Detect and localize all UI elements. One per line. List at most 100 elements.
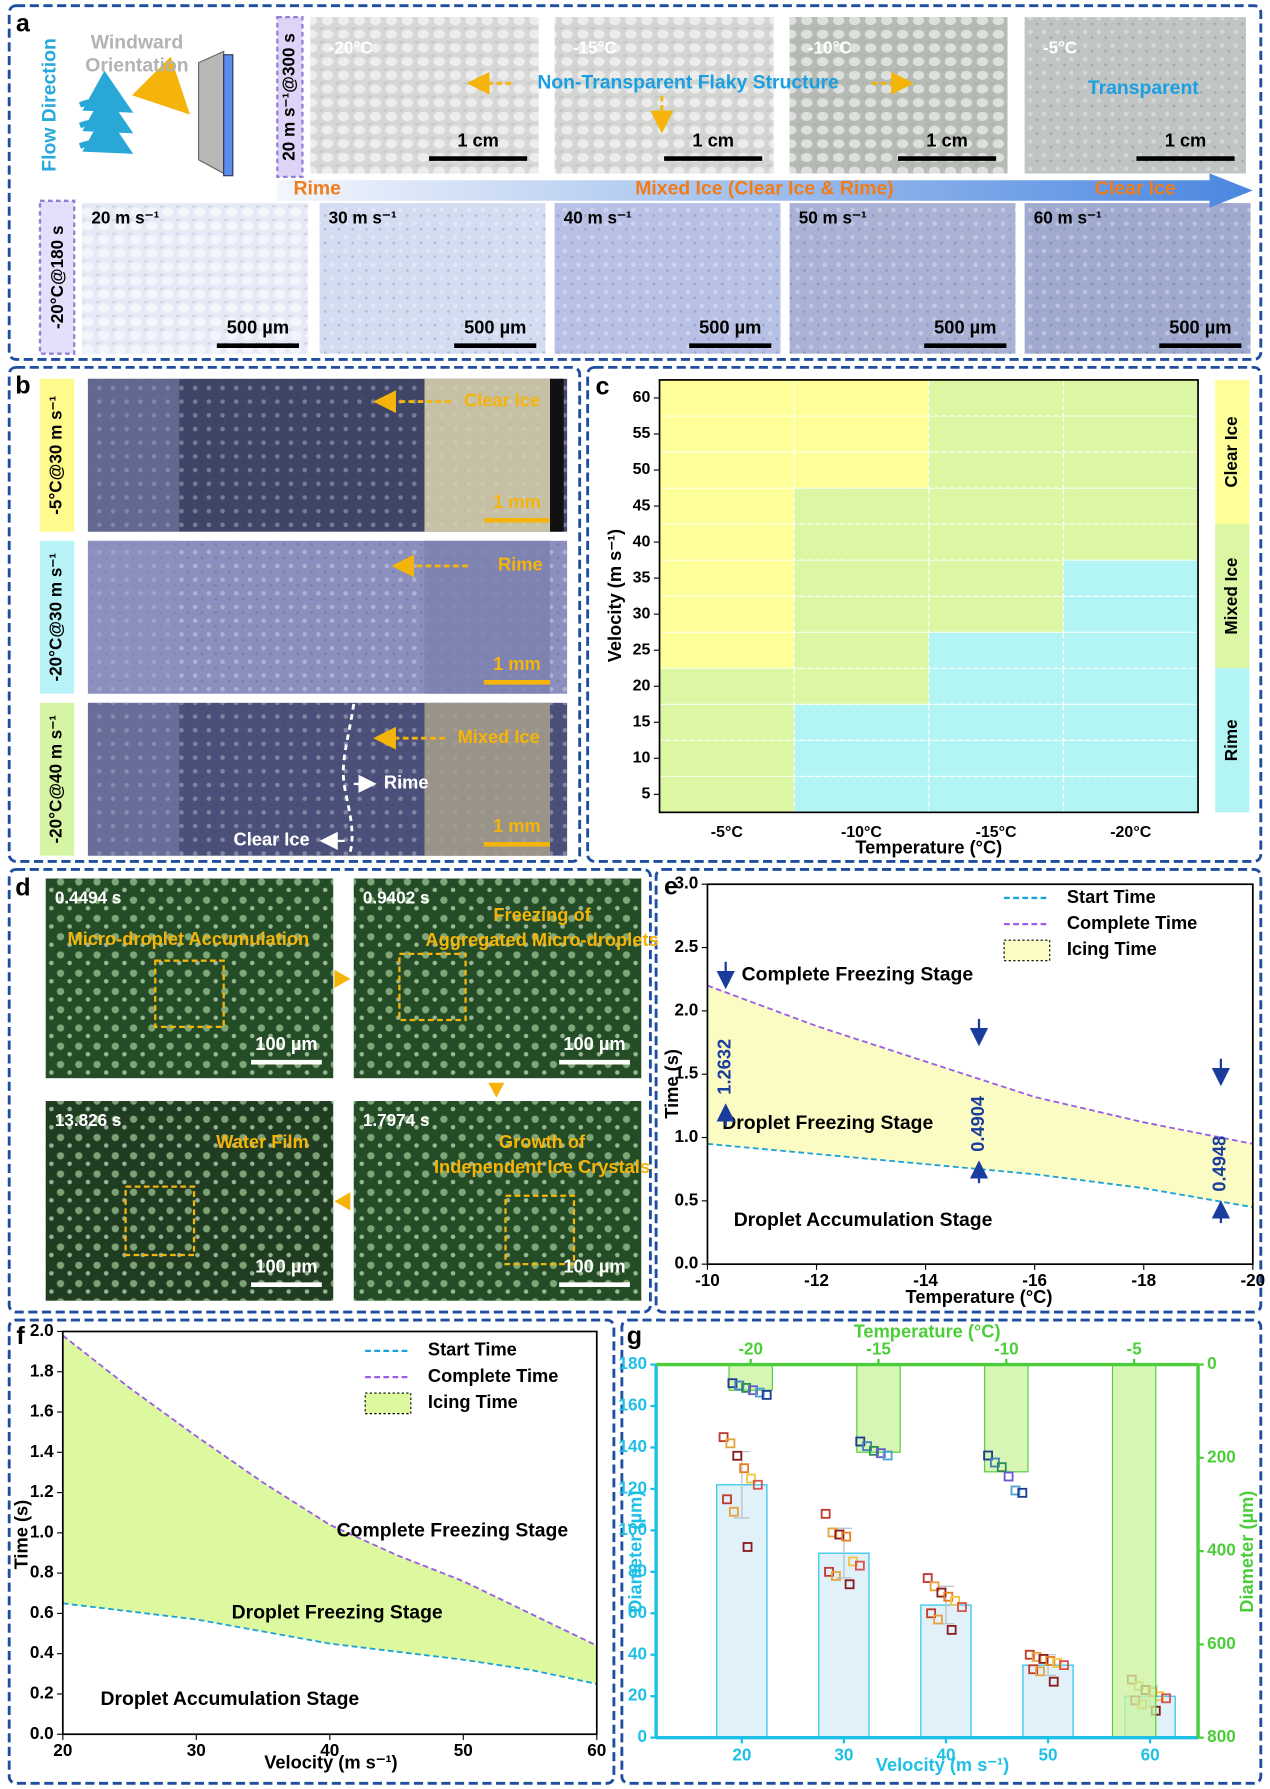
y-tick-label: 160 (618, 1396, 647, 1415)
x2-tick-label: -15 (866, 1339, 891, 1358)
y-tick-label: 180 (618, 1354, 647, 1373)
y-tick-label: 0 (637, 1727, 647, 1746)
x-tick-label: 40 (936, 1745, 955, 1764)
data-point (841, 1531, 852, 1542)
x-tick-label: 40 (320, 1741, 339, 1760)
y2-tick-label: 400 (1207, 1541, 1236, 1560)
x-tick-label: 30 (187, 1741, 206, 1760)
heat-cell (1062, 775, 1199, 813)
scale-label: 100 µm (563, 1033, 625, 1054)
x-tick-label: -10°C (841, 824, 882, 841)
photo-texture (1024, 203, 1251, 354)
heat-cell (793, 523, 930, 561)
legend-label: Clear Ice (1222, 416, 1241, 487)
heat-cell (1062, 451, 1199, 489)
stage-label: Droplet Freezing Stage (722, 1112, 933, 1134)
y-tick-label: 50 (633, 461, 651, 478)
x-tick-label: -12 (804, 1271, 829, 1290)
x-tick-label: -16 (1022, 1271, 1047, 1290)
legend-label: Icing Time (428, 1391, 518, 1412)
data-point (1003, 1471, 1014, 1482)
data-point (1035, 1666, 1045, 1677)
x-axis-label: Velocity (m s⁻¹) (876, 1754, 1009, 1775)
panel-label: b (15, 371, 30, 399)
plate (198, 50, 225, 175)
panel-label: e (664, 872, 678, 900)
y2-tick-label: 800 (1207, 1727, 1236, 1746)
y-tick-label: 120 (618, 1478, 647, 1497)
scale-label: 500 µm (934, 316, 996, 337)
caption: Water Film (216, 1131, 309, 1152)
annotation: Rime (498, 554, 543, 575)
data-point (834, 1529, 845, 1540)
photo-region (87, 378, 180, 532)
legend-label: Complete Time (428, 1365, 558, 1386)
photo-texture (554, 17, 774, 174)
data-point (844, 1579, 855, 1590)
regime-arrow (277, 173, 1253, 208)
data-point (1045, 1656, 1056, 1666)
photo-texture (789, 17, 1008, 174)
data-point (718, 1432, 729, 1443)
data-point (933, 1614, 943, 1625)
temperature-label: -20°C (329, 39, 373, 58)
data-point (869, 1445, 879, 1456)
heat-cell (1062, 415, 1199, 453)
data-point (732, 1450, 743, 1461)
legend-swatch (1215, 524, 1250, 669)
data-point (875, 1448, 886, 1459)
stage-label: Complete Freezing Stage (337, 1519, 569, 1541)
velocity-label: 60 m s⁻¹ (1034, 209, 1102, 228)
y-tick-label: 60 (628, 1603, 647, 1622)
photo-texture (319, 203, 546, 354)
x-tick-label: 60 (1141, 1745, 1160, 1764)
row-label: 20 m s⁻¹@300 s (279, 33, 298, 161)
row-label-box (38, 199, 76, 355)
heat-cell (1062, 631, 1199, 669)
heat-cell (928, 631, 1064, 669)
heat-cell (928, 415, 1064, 453)
plate-face (223, 54, 234, 177)
duration-label: 1.2632 (714, 1039, 735, 1095)
legend-label: Rime (1222, 719, 1241, 761)
heat-cell (928, 667, 1064, 705)
legend-swatch (364, 1392, 412, 1415)
temperature-label: -5°C (1043, 39, 1077, 58)
scale-label: 100 µm (563, 1255, 625, 1276)
y2-axis-label: Diameter (µm) (1236, 1491, 1257, 1613)
data-point (734, 1380, 745, 1391)
regime-label: Clear Ice (1095, 178, 1176, 200)
decorations (78, 50, 1253, 1266)
line (62, 1602, 597, 1685)
x2-tick-label: -20 (738, 1339, 763, 1358)
x-tick-label: -20°C (1110, 824, 1151, 841)
heat-cell (793, 487, 930, 525)
y-tick-label: 1.0 (30, 1522, 54, 1541)
heat-cell (793, 451, 930, 489)
time-label: 13.826 s (55, 1111, 122, 1130)
annotation: Mixed Ice (458, 726, 540, 747)
annotation: Clear Ice (234, 829, 310, 850)
heat-cell (1062, 523, 1199, 561)
x-tick-label: -18 (1131, 1271, 1156, 1290)
data-point (728, 1506, 739, 1517)
data-point (739, 1463, 750, 1474)
regime-label: Mixed Ice (Clear Ice & Rime) (635, 178, 893, 200)
y-tick-label: 15 (633, 713, 651, 730)
x-tick-label: -15°C (976, 824, 1017, 841)
heat-cell (793, 559, 930, 597)
y-tick-label: 0.4 (30, 1643, 54, 1662)
temperature-label: -10°C (808, 39, 852, 58)
data-point (761, 1389, 772, 1400)
photo-region (87, 540, 180, 694)
data-point (1052, 1658, 1063, 1668)
heat-cell (1062, 703, 1199, 741)
data-point (722, 1494, 732, 1505)
y-tick-label: 40 (628, 1644, 647, 1663)
heat-cell (658, 631, 795, 669)
flow-arrow (78, 111, 134, 154)
scale-label: 500 µm (699, 316, 761, 337)
photo-layer (45, 17, 1251, 1301)
panel-frame (654, 867, 1263, 1314)
